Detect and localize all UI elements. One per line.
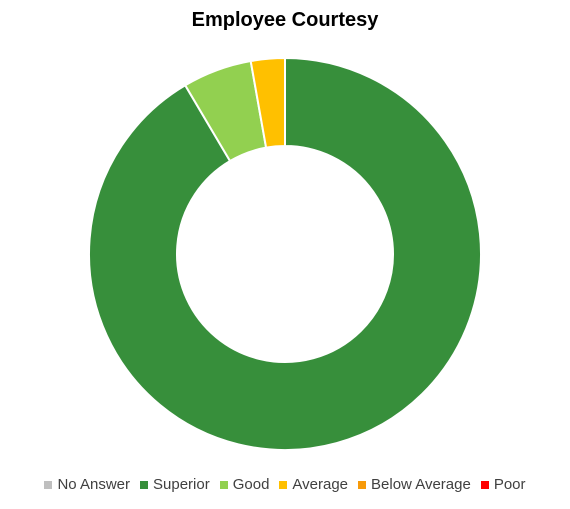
legend-label-superior: Superior bbox=[153, 476, 210, 493]
legend-item-below-average: Below Average bbox=[358, 476, 471, 493]
chart-title: Employee Courtesy bbox=[191, 9, 379, 31]
legend-swatch-average bbox=[279, 480, 288, 489]
legend-item-superior: Superior bbox=[140, 476, 210, 493]
legend-swatch-good bbox=[219, 480, 228, 489]
legend-label-good: Good bbox=[232, 476, 270, 493]
slice-superior bbox=[88, 56, 482, 451]
legend-label-average: Average bbox=[292, 476, 349, 493]
chart-legend: No Answer Superior Good Average Below Averag… bbox=[0, 476, 570, 493]
legend-label-poor: Poor bbox=[493, 476, 526, 493]
legend-item-good: Good bbox=[219, 476, 270, 493]
legend-item-no-answer: No Answer bbox=[44, 476, 130, 493]
slice-average bbox=[249, 56, 286, 149]
legend-label-below-average: Below Average bbox=[371, 476, 471, 493]
legend-item-average: Average bbox=[279, 476, 348, 493]
legend-swatch-superior bbox=[140, 480, 149, 489]
legend-item-poor: Poor bbox=[480, 476, 526, 493]
legend-label-no-answer: No Answer bbox=[57, 476, 131, 493]
legend-swatch-poor bbox=[480, 480, 489, 489]
legend-swatch-no-answer bbox=[44, 480, 53, 489]
legend-swatch-below-average bbox=[358, 480, 367, 489]
